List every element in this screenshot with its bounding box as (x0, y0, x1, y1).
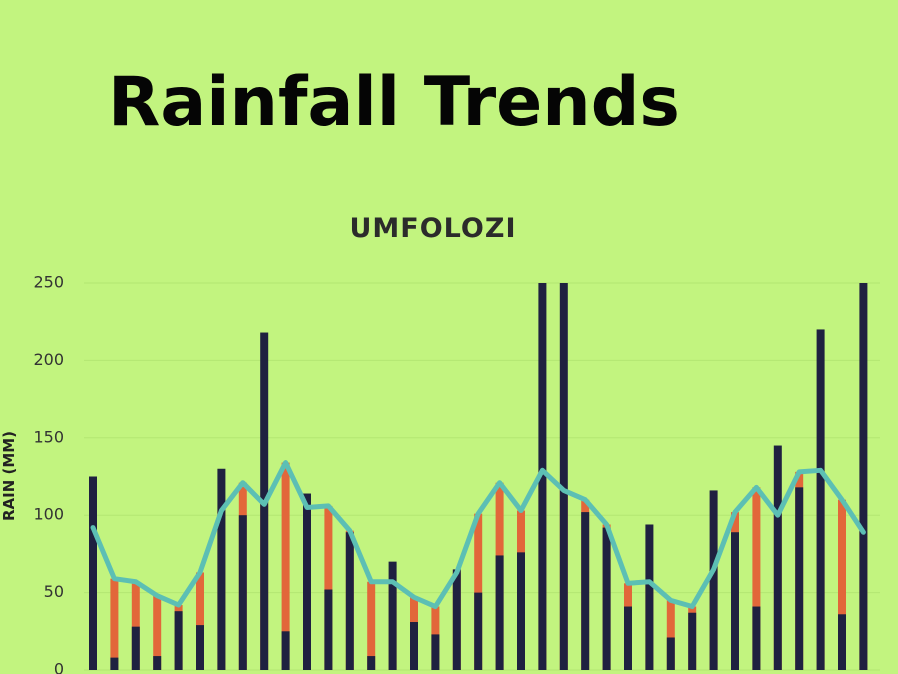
y-tick-label: 100 (33, 505, 64, 524)
bar (345, 532, 354, 670)
bar (816, 329, 825, 670)
y-tick-label: 150 (33, 427, 64, 446)
y-tick-label: 50 (44, 582, 64, 601)
bar (624, 606, 632, 670)
bar (517, 552, 525, 670)
bar (752, 487, 761, 670)
bar (153, 656, 162, 670)
bar (752, 606, 761, 670)
bar (474, 513, 483, 670)
page-title: Rainfall Trends (108, 63, 680, 142)
bar (153, 595, 162, 670)
y-tick-label: 250 (33, 273, 64, 292)
bar (474, 592, 483, 670)
bar (795, 487, 804, 670)
bar (645, 524, 654, 670)
bar (367, 656, 376, 670)
bar (89, 476, 97, 670)
bar (196, 625, 204, 670)
bar (559, 283, 568, 670)
bar (196, 572, 204, 670)
bar (538, 283, 547, 670)
bar (303, 493, 311, 670)
bar (110, 578, 119, 670)
bar (217, 468, 226, 670)
bar (131, 626, 140, 670)
bar (131, 581, 140, 670)
bar (174, 611, 183, 670)
bar (838, 499, 846, 670)
y-axis-label: RAIN (MM) (0, 431, 18, 521)
chart-title: UMFOLOZI (349, 213, 516, 244)
bar (838, 614, 846, 670)
bar (324, 505, 333, 670)
bar (410, 622, 418, 670)
bar (731, 532, 739, 670)
bar (709, 490, 718, 670)
bar (110, 657, 119, 670)
bar (773, 445, 782, 670)
bar (324, 589, 333, 670)
bar (431, 634, 440, 670)
bar (666, 637, 675, 670)
bar (452, 569, 461, 670)
bar (281, 631, 290, 670)
bar (666, 600, 675, 670)
bar (581, 512, 590, 670)
bar (859, 283, 868, 670)
bar (238, 515, 247, 670)
bar (688, 612, 697, 670)
bar (495, 555, 504, 670)
line (90, 460, 866, 610)
bar (367, 581, 376, 670)
bar (388, 561, 397, 670)
bar (281, 462, 290, 670)
y-tick-label: 0 (54, 660, 64, 674)
bar (602, 527, 611, 670)
y-tick-label: 200 (33, 350, 64, 369)
